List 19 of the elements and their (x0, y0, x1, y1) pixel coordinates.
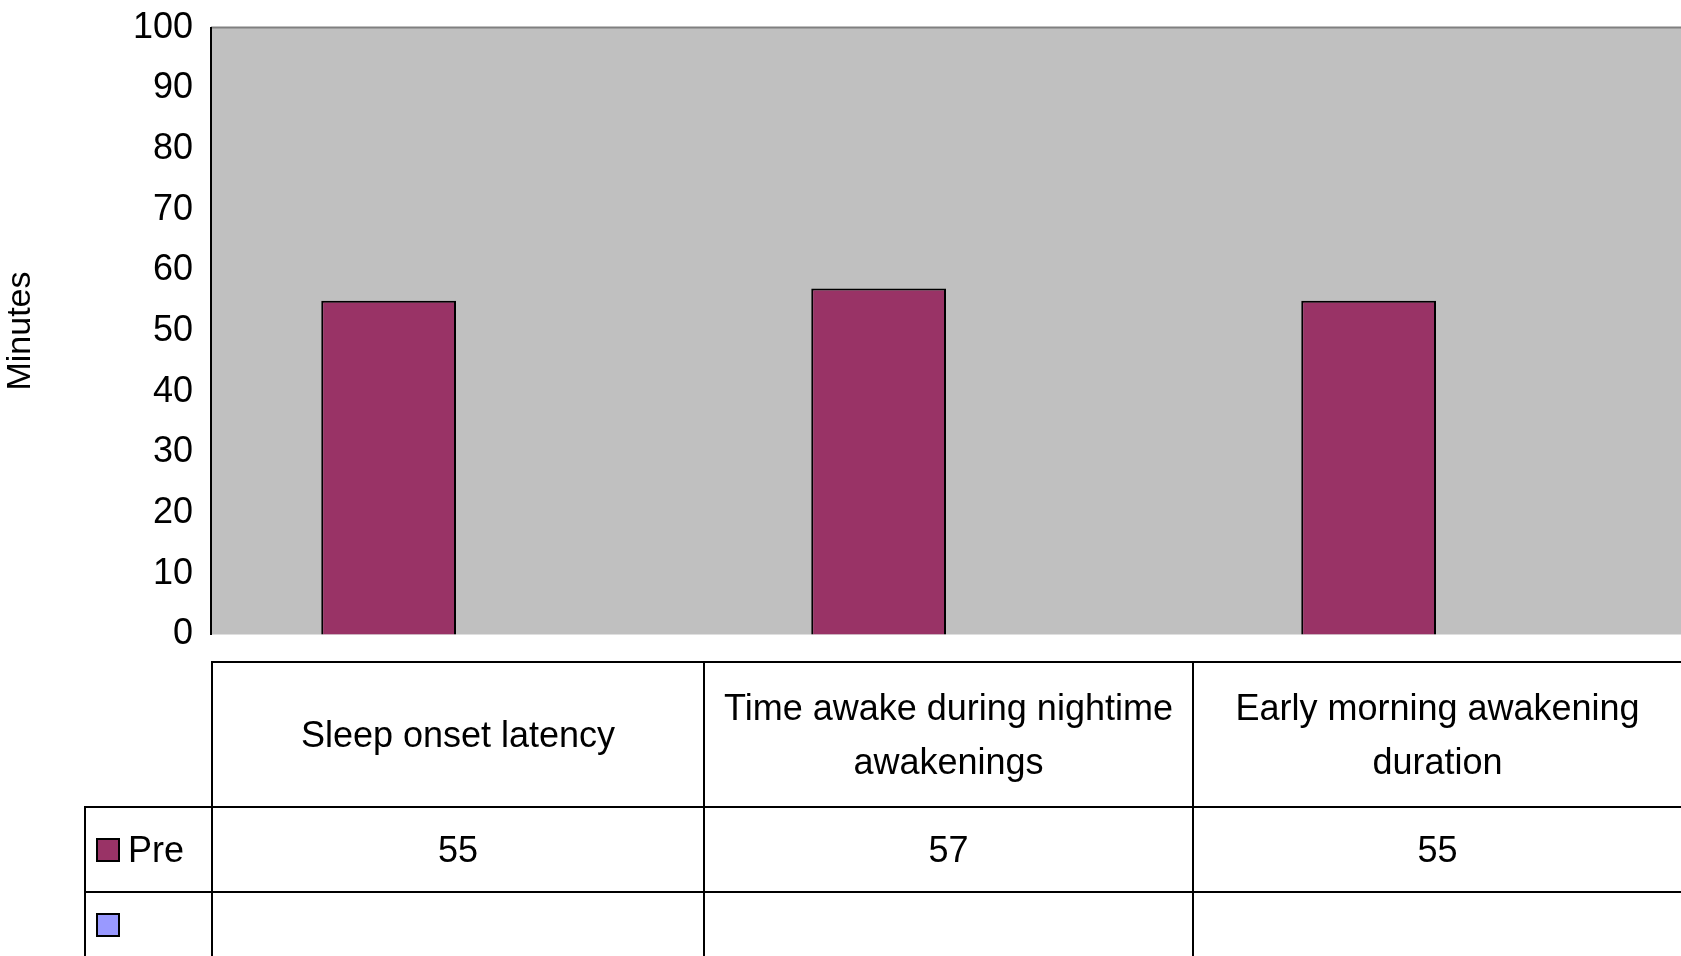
y-tick-label: 90 (152, 65, 193, 107)
y-tick-label: 70 (152, 186, 193, 228)
x-tick-label: Time awake during nightime awakenings (723, 685, 1174, 784)
y-tick-label: 80 (152, 125, 193, 167)
legend-label: Pre (128, 827, 185, 872)
y-tick-label: 60 (152, 247, 193, 289)
y-tick-label: 0 (172, 611, 193, 653)
y-axis-title: Minutes (0, 271, 37, 391)
y-tick-label: 40 (152, 368, 193, 410)
x-tick-label: Early morning awakening duration (1234, 685, 1641, 784)
x-tick-label: Sleep onset latency (299, 712, 617, 757)
data-label: 57 (703, 806, 1194, 893)
data-label: 55 (211, 806, 705, 893)
y-tick-label: 100 (132, 4, 193, 46)
data-label: 55 (1192, 806, 1681, 893)
y-tick-label: 30 (152, 429, 193, 471)
y-tick-label: 50 (152, 307, 193, 349)
y-tick-label: 10 (152, 550, 193, 592)
y-tick-label: 20 (152, 489, 193, 531)
